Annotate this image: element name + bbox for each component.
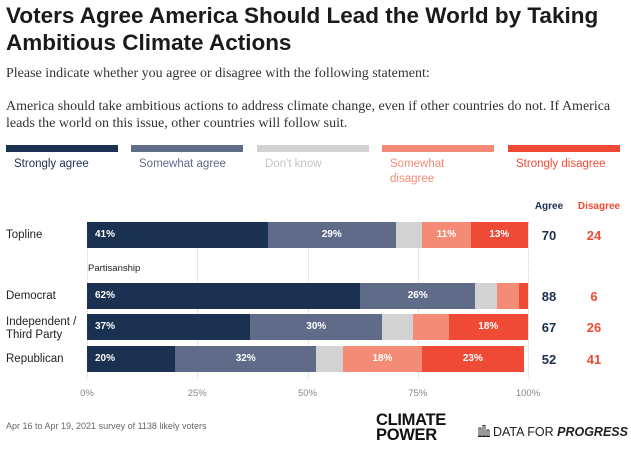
stacked-bar: 20% 32% 18% 23%	[87, 346, 528, 372]
bar-segment	[250, 314, 383, 340]
bar-value-label: 11%	[436, 229, 457, 240]
partisanship-group-label: Partisanship	[88, 263, 141, 274]
bar-segment	[316, 346, 343, 372]
disagree-total: 41	[586, 352, 602, 367]
bar-segment	[470, 222, 528, 248]
bar-segment	[87, 222, 268, 248]
climate-power-logo-line1: CLIMATE	[376, 411, 446, 429]
bar-segment	[360, 283, 476, 309]
bar-segment	[413, 314, 449, 340]
stacked-bar: 37% 30% 18%	[87, 314, 528, 340]
row-label: Topline	[6, 229, 43, 241]
bar-value-label: 37%	[95, 321, 116, 332]
bar-value-label: 18%	[478, 321, 499, 332]
bar-value-label: 29%	[321, 229, 342, 240]
bar-segment	[448, 314, 528, 340]
bar-value-label: 26%	[407, 290, 428, 301]
agree-total: 67	[541, 320, 557, 335]
data-for-progress-logo: DATA FOR PROGRESS	[478, 425, 628, 439]
disagree-total: 26	[586, 320, 602, 335]
bar-segment	[395, 222, 423, 248]
bar-segment	[87, 314, 251, 340]
disagree-column-header: Disagree	[577, 201, 621, 212]
bar-value-label: 32%	[235, 353, 256, 364]
bar-segment	[422, 222, 471, 248]
bar-segment	[519, 283, 528, 309]
bar-chart-icon	[478, 425, 490, 437]
legend-swatch	[131, 145, 243, 152]
gridline	[528, 222, 529, 378]
legend-swatch	[508, 145, 620, 152]
question-subtitle: Please indicate whether you agree or dis…	[6, 66, 430, 81]
survey-footnote: Apr 16 to Apr 19, 2021 survey of 1138 li…	[6, 421, 207, 431]
legend-swatch	[257, 145, 369, 152]
bar-value-label: 62%	[95, 290, 116, 301]
bar-segment	[475, 283, 498, 309]
chart-title: Voters Agree America Should Lead the Wor…	[6, 3, 599, 55]
bar-segment	[342, 346, 423, 372]
bar-segment	[87, 346, 176, 372]
climate-power-logo-line2: POWER	[376, 426, 437, 444]
legend-label: Strongly disagree	[516, 158, 606, 170]
bar-segment	[422, 346, 524, 372]
legend-swatch	[6, 145, 118, 152]
row-label: Independent / Third Party	[6, 316, 77, 341]
bar-segment	[267, 222, 396, 248]
x-tick-label: 25%	[187, 388, 207, 399]
data-for-progress-logo-text: DATA FOR	[493, 425, 558, 439]
bar-value-label: 18%	[372, 353, 393, 364]
x-tick-label: 100%	[515, 388, 541, 399]
row-label: Democrat	[6, 290, 56, 302]
agree-total: 52	[541, 352, 557, 367]
climate-power-logo: CLIMATE POWER	[376, 411, 446, 444]
legend-label: Somewhat disagree	[390, 158, 445, 185]
row-label: Republican	[6, 353, 64, 365]
x-tick-label: 75%	[408, 388, 428, 399]
disagree-total: 24	[586, 228, 602, 243]
bar-value-label: 30%	[306, 321, 327, 332]
legend-label: Somewhat agree	[139, 158, 226, 170]
bar-segment	[497, 283, 520, 309]
survey-statement: America should take ambitious actions to…	[6, 99, 611, 131]
legend-label: Don't know	[265, 158, 322, 170]
bar-segment	[175, 346, 317, 372]
bar-value-label: 23%	[462, 353, 483, 364]
agree-total: 70	[541, 228, 557, 243]
stacked-bar: 41% 29% 11% 13%	[87, 222, 528, 248]
bar-value-label: 20%	[95, 353, 116, 364]
data-for-progress-logo-emphasis: PROGRESS	[557, 425, 628, 439]
bar-value-label: 41%	[95, 229, 116, 240]
bar-segment	[87, 283, 361, 309]
agree-column-header: Agree	[534, 201, 564, 212]
legend-swatch	[382, 145, 494, 152]
legend-label: Strongly agree	[14, 158, 89, 170]
stacked-bar: 62% 26%	[87, 283, 528, 309]
x-tick-label: 0%	[80, 388, 94, 399]
bar-segment	[382, 314, 414, 340]
disagree-total: 6	[590, 289, 598, 304]
bar-value-label: 13%	[489, 229, 510, 240]
agree-total: 88	[541, 289, 557, 304]
x-tick-label: 50%	[297, 388, 317, 399]
